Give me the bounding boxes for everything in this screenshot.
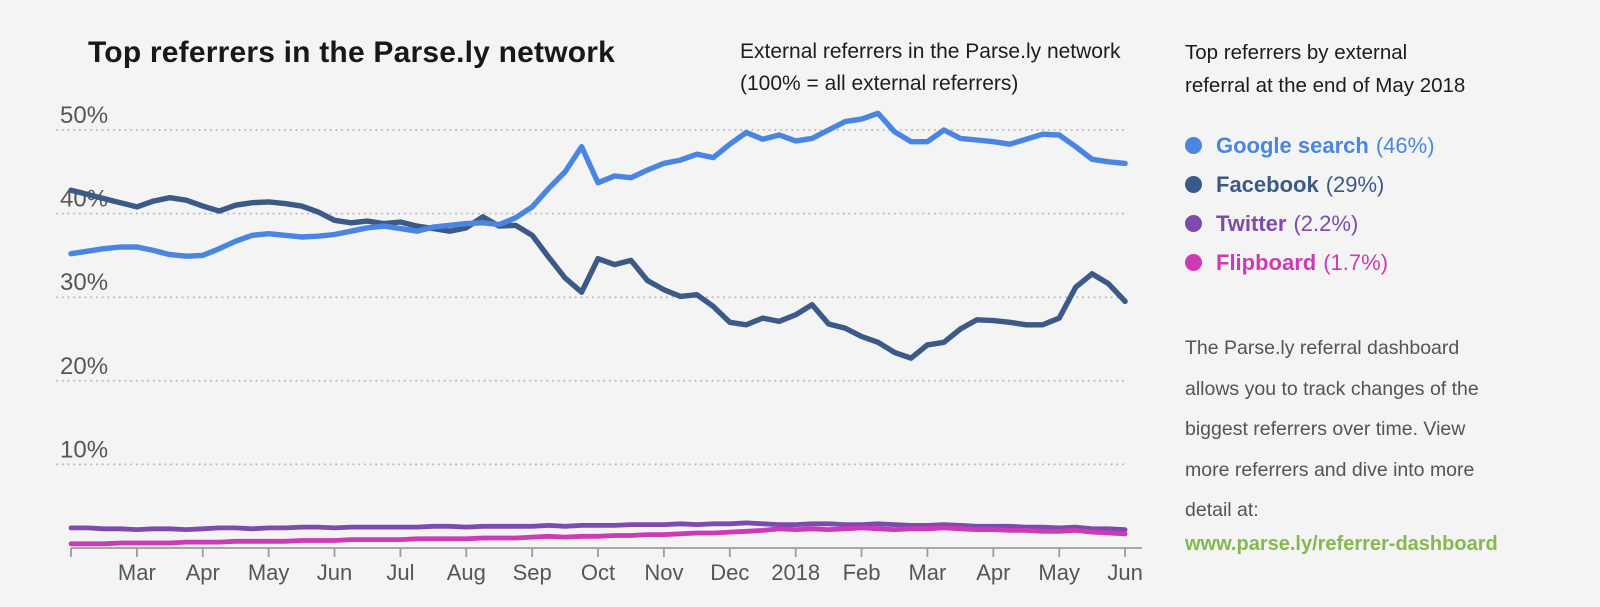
description-line: biggest referrers over time. View [1185, 418, 1466, 440]
x-axis-label: May [248, 560, 290, 585]
x-axis-label: Jul [386, 560, 414, 585]
legend-item-twitter: Twitter (2.2%) [1185, 204, 1585, 243]
legend-value: (1.7%) [1323, 249, 1389, 275]
series-line-google-search [68, 110, 1128, 259]
legend-dot-icon [1185, 176, 1202, 193]
legend-name: Google search [1216, 132, 1369, 158]
right-panel: Top referrers by external referral at th… [1185, 36, 1585, 556]
panel-heading: Top referrers by external referral at th… [1185, 36, 1585, 102]
chart-subtitle: External referrers in the Parse.ly netwo… [740, 36, 1120, 100]
y-axis-label: 50% [60, 102, 108, 129]
legend-value: (2.2%) [1293, 210, 1359, 236]
legend-dot-icon [1185, 215, 1202, 232]
x-axis-label: Jun [317, 560, 352, 585]
dashboard-link[interactable]: www.parse.ly/referrer-dashboard [1185, 532, 1498, 555]
chart-subtitle-line-2: (100% = all external referrers) [740, 72, 1019, 95]
description-line: more referrers and dive into more [1185, 458, 1475, 481]
x-axis-label: Apr [186, 560, 220, 585]
x-axis-label: May [1038, 560, 1080, 585]
description-line: detail at: [1185, 499, 1259, 521]
series-line-twitter [68, 520, 1128, 533]
y-axis-label: 20% [60, 353, 108, 380]
x-axis-label: Jun [1107, 560, 1142, 585]
referrer-line-chart: 50%40%30%20%10%Mar Apr May Jun Jul Aug Sep Oct N… [56, 102, 1143, 585]
series-line-facebook [68, 187, 1128, 361]
legend-value: (29%) [1325, 171, 1385, 197]
legend-name: Facebook [1216, 171, 1319, 197]
x-axis-label: Dec [710, 560, 749, 585]
description: The Parse.ly referral dashboard allows y… [1185, 328, 1585, 531]
description-line: allows you to track changes of the [1185, 377, 1479, 400]
series-line-flipboard [68, 525, 1128, 547]
legend: Google search (46%) Facebook (29%) Twitt… [1185, 126, 1585, 282]
y-axis-label: 10% [60, 436, 108, 463]
legend-item-facebook: Facebook (29%) [1185, 165, 1585, 204]
x-axis-label: Aug [447, 560, 486, 585]
x-axis-label: 2018 [771, 560, 820, 585]
x-axis-label: Nov [644, 560, 683, 585]
legend-dot-icon [1185, 254, 1202, 271]
x-axis-label: Sep [513, 560, 552, 585]
x-axis-label: Feb [843, 560, 881, 585]
panel-heading-line-2: referral at the end of May 2018 [1185, 74, 1466, 97]
legend-value: (46%) [1375, 132, 1435, 158]
description-line: The Parse.ly referral dashboard [1185, 337, 1460, 359]
x-axis-label: Oct [581, 560, 615, 585]
legend-name: Flipboard [1216, 249, 1317, 275]
page-title: Top referrers in the Parse.ly network [88, 36, 616, 69]
legend-item-flipboard: Flipboard (1.7%) [1185, 243, 1585, 282]
y-axis-label: 30% [60, 269, 108, 296]
panel-heading-line-1: Top referrers by external [1185, 41, 1408, 64]
x-axis-label: Mar [908, 560, 946, 585]
legend-item-google-search: Google search (46%) [1185, 126, 1585, 165]
x-axis-label: Apr [976, 560, 1010, 585]
x-axis-label: Mar [118, 560, 156, 585]
chart-subtitle-line-1: External referrers in the Parse.ly netwo… [740, 40, 1121, 63]
legend-dot-icon [1185, 137, 1202, 154]
legend-name: Twitter [1216, 210, 1287, 236]
